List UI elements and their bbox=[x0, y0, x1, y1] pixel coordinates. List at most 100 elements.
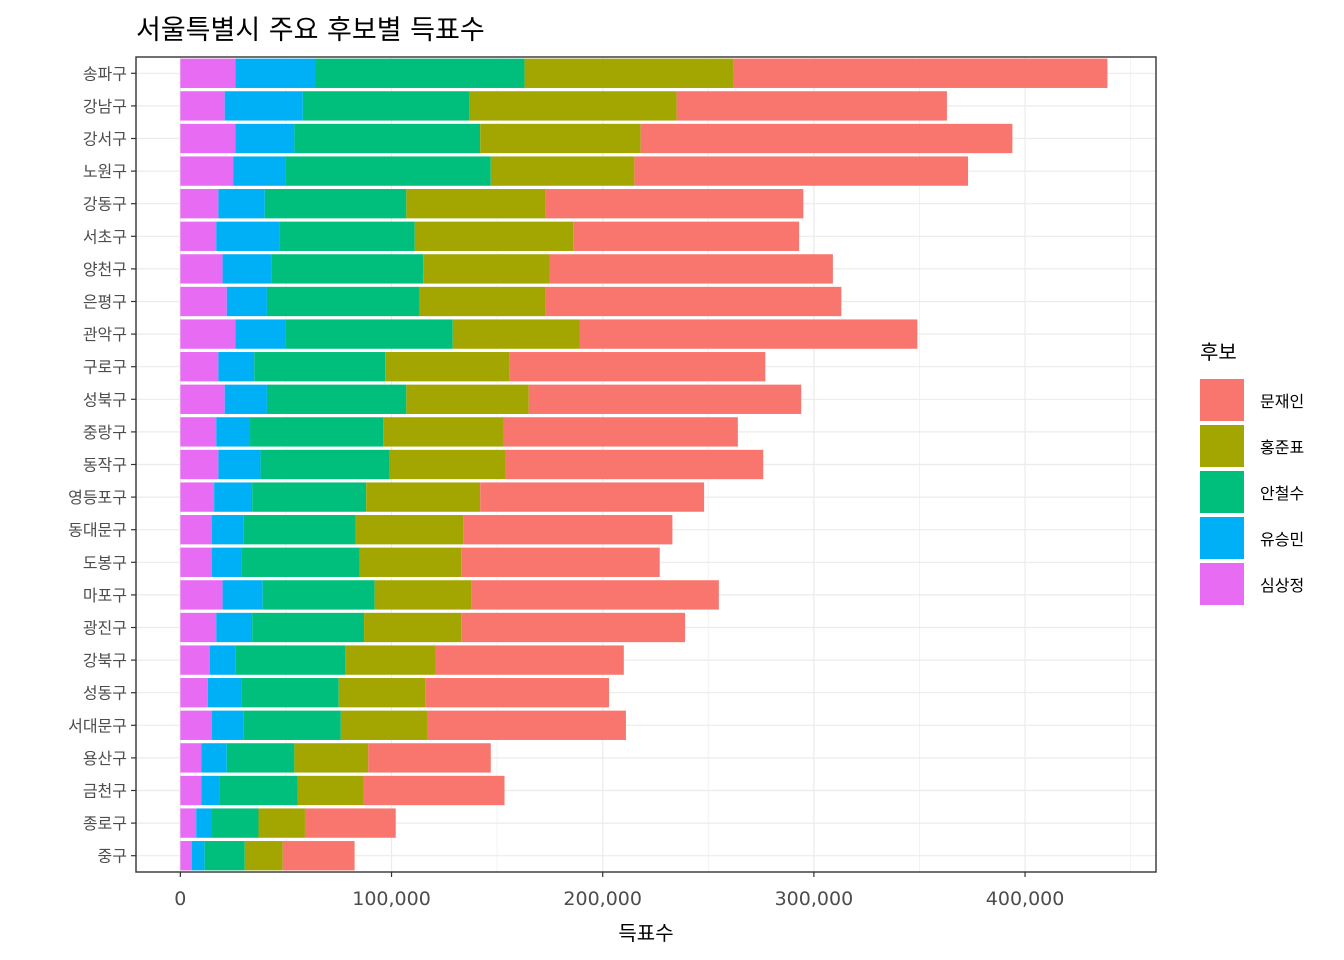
bar-segment bbox=[266, 286, 419, 317]
y-tick-label: 마포구 bbox=[83, 586, 127, 605]
bar-segment bbox=[180, 515, 213, 545]
bar-segment bbox=[271, 254, 424, 284]
bar-segment bbox=[676, 91, 947, 121]
bar-segment bbox=[279, 221, 415, 251]
bar-segment bbox=[524, 58, 734, 88]
legend-label: 홍준표 bbox=[1260, 438, 1305, 457]
bar-segment bbox=[294, 123, 481, 154]
bar-segment bbox=[180, 743, 202, 773]
bar-segment bbox=[196, 808, 213, 838]
x-tick-label: 100,000 bbox=[352, 888, 431, 910]
bar-segment bbox=[204, 841, 245, 871]
x-axis: 0 100,000 200,000 300,000 400,000 bbox=[174, 872, 1064, 910]
y-tick-label: 양천구 bbox=[83, 260, 127, 279]
bar-segment bbox=[264, 189, 407, 219]
bar-segment bbox=[258, 808, 305, 838]
bar-segment bbox=[180, 482, 215, 512]
legend: 후보 문재인 홍준표 안철수 유승민 심상정 bbox=[1200, 336, 1304, 607]
legend-item: 안철수 bbox=[1200, 469, 1304, 515]
bar-segment bbox=[266, 384, 407, 414]
bar-segment bbox=[250, 417, 384, 447]
y-tick-label: 강동구 bbox=[83, 195, 127, 214]
bar-segment bbox=[490, 156, 635, 186]
bar-segment bbox=[260, 449, 390, 480]
legend-item: 문재인 bbox=[1200, 377, 1304, 423]
bar-segment bbox=[461, 612, 686, 643]
bar-segment bbox=[244, 841, 283, 871]
bar-segment bbox=[262, 580, 375, 610]
bar-segment bbox=[315, 58, 525, 88]
bar-segment bbox=[368, 743, 491, 773]
y-tick-label: 동대문구 bbox=[68, 521, 127, 540]
bar-segment bbox=[235, 58, 316, 88]
bar-segment bbox=[212, 515, 244, 545]
bar-segment bbox=[243, 515, 356, 545]
bar-segment bbox=[733, 58, 1108, 88]
bar-segment bbox=[180, 221, 217, 251]
bar-segment bbox=[235, 645, 346, 675]
bar-segment bbox=[461, 547, 660, 577]
bar-segment bbox=[579, 319, 918, 349]
bar-segment bbox=[233, 156, 286, 186]
bar-segment bbox=[634, 156, 969, 186]
bar-segment bbox=[216, 417, 251, 447]
bar-segment bbox=[423, 254, 550, 284]
x-tick-label: 200,000 bbox=[563, 888, 642, 910]
y-tick-label: 강서구 bbox=[83, 130, 127, 149]
bar-segment bbox=[201, 743, 227, 773]
bar-segment bbox=[222, 254, 272, 284]
bar-segment bbox=[463, 515, 673, 545]
legend-swatch bbox=[1200, 563, 1244, 605]
y-tick-label: 중구 bbox=[98, 847, 127, 866]
bar-segment bbox=[505, 449, 764, 480]
bar-segment bbox=[340, 710, 428, 740]
chart-title: 서울특별시 주요 후보별 득표수 bbox=[136, 15, 485, 46]
bar-segment bbox=[180, 775, 202, 806]
bar-segment bbox=[385, 352, 510, 382]
bar-segment bbox=[209, 645, 236, 675]
bar-segment bbox=[180, 417, 217, 447]
bar-segment bbox=[425, 678, 610, 708]
y-tick-label: 서초구 bbox=[83, 227, 127, 246]
legend-swatch bbox=[1200, 425, 1244, 467]
legend-label: 문재인 bbox=[1260, 392, 1305, 411]
bar-segment bbox=[252, 482, 367, 512]
bar-segment bbox=[414, 221, 574, 251]
bar-segment bbox=[435, 645, 624, 675]
y-tick-label: 은평구 bbox=[83, 293, 127, 312]
bar-segment bbox=[304, 808, 396, 838]
x-tick-label: 0 bbox=[174, 888, 186, 910]
bar-segment bbox=[191, 841, 205, 871]
x-axis-title: 득표수 bbox=[618, 921, 673, 945]
bar-segment bbox=[389, 449, 506, 480]
bar-segment bbox=[503, 417, 738, 447]
bar-segment bbox=[180, 189, 219, 219]
bar-segment bbox=[180, 384, 225, 414]
bar-segment bbox=[218, 449, 261, 480]
legend-label: 심상정 bbox=[1260, 576, 1305, 595]
bar-segment bbox=[355, 515, 464, 545]
bar-segment bbox=[480, 482, 705, 512]
bar-segment bbox=[180, 678, 208, 708]
bar-segment bbox=[363, 775, 505, 806]
y-tick-label: 노원구 bbox=[83, 162, 127, 181]
bar-segment bbox=[243, 710, 341, 740]
y-tick-label: 금천구 bbox=[83, 782, 127, 801]
x-tick-label: 400,000 bbox=[986, 888, 1065, 910]
bar-segment bbox=[180, 808, 197, 838]
bar-segment bbox=[216, 612, 253, 643]
y-axis: 송파구강남구강서구노원구강동구서초구양천구은평구관악구구로구성북구중랑구동작구영… bbox=[68, 64, 136, 866]
bar-segment bbox=[212, 808, 259, 838]
bar-segment bbox=[359, 547, 462, 577]
bar-segment bbox=[252, 612, 365, 643]
bar-segment bbox=[207, 678, 242, 708]
bar-segment bbox=[406, 189, 546, 219]
y-tick-label: 서대문구 bbox=[68, 716, 127, 735]
bar-segment bbox=[573, 221, 800, 251]
bar-segment bbox=[545, 286, 842, 317]
bar-segment bbox=[180, 156, 234, 186]
y-tick-label: 강북구 bbox=[83, 651, 127, 670]
legend-swatch bbox=[1200, 379, 1244, 421]
bar-segment bbox=[212, 710, 244, 740]
